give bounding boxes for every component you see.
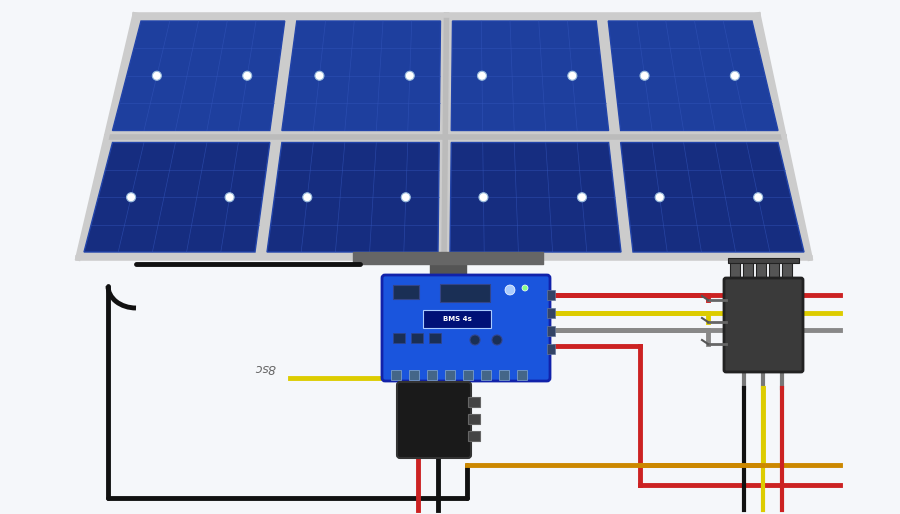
Bar (499, 370, 509, 380)
Bar (481, 370, 491, 380)
Polygon shape (84, 142, 270, 252)
Circle shape (505, 285, 515, 295)
Bar (468, 397, 480, 407)
Circle shape (578, 193, 587, 202)
FancyBboxPatch shape (397, 382, 471, 458)
Circle shape (401, 193, 410, 202)
Circle shape (731, 71, 740, 80)
Bar (756, 260, 766, 282)
Bar (468, 414, 480, 424)
Bar (547, 308, 555, 318)
Bar (782, 260, 792, 282)
Bar (445, 370, 455, 380)
Circle shape (470, 335, 480, 345)
Bar (429, 333, 441, 343)
FancyBboxPatch shape (382, 275, 550, 381)
Bar (393, 333, 405, 343)
Bar (547, 290, 555, 300)
Circle shape (302, 193, 311, 202)
Polygon shape (450, 142, 621, 252)
Circle shape (640, 71, 649, 80)
Polygon shape (451, 21, 608, 131)
Text: 8sc: 8sc (255, 361, 275, 375)
Bar (730, 260, 740, 282)
Circle shape (522, 285, 528, 291)
Circle shape (315, 71, 324, 80)
Bar (743, 260, 753, 282)
Bar (769, 260, 779, 282)
Bar (393, 285, 419, 299)
Polygon shape (267, 142, 439, 252)
Bar (427, 370, 437, 380)
Polygon shape (282, 21, 440, 131)
Circle shape (655, 193, 664, 202)
Bar (517, 370, 527, 380)
Text: BMS 4s: BMS 4s (443, 316, 472, 322)
Circle shape (152, 71, 161, 80)
Circle shape (479, 193, 488, 202)
Circle shape (478, 71, 487, 80)
Circle shape (243, 71, 252, 80)
Bar (468, 431, 480, 441)
Bar (547, 344, 555, 354)
Circle shape (405, 71, 414, 80)
Circle shape (753, 193, 762, 202)
Circle shape (225, 193, 234, 202)
Bar (423, 310, 491, 328)
Polygon shape (112, 21, 284, 131)
Bar (391, 370, 401, 380)
Circle shape (568, 71, 577, 80)
Polygon shape (608, 21, 778, 131)
Bar (409, 370, 419, 380)
Polygon shape (78, 15, 810, 258)
Circle shape (127, 193, 136, 202)
Bar (728, 258, 799, 263)
Polygon shape (621, 142, 804, 252)
Bar (440, 284, 490, 302)
Circle shape (492, 335, 502, 345)
FancyBboxPatch shape (724, 278, 803, 372)
Bar (547, 326, 555, 336)
Bar (411, 333, 423, 343)
Bar (463, 370, 473, 380)
